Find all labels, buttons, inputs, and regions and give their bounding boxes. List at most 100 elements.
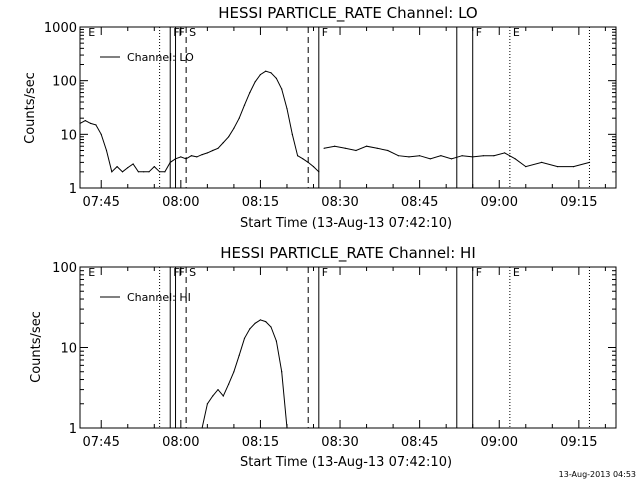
chart-title: HESSI PARTICLE_RATE Channel: HI bbox=[220, 244, 476, 263]
data-point bbox=[259, 74, 261, 76]
data-point bbox=[222, 142, 224, 144]
data-point bbox=[429, 158, 431, 160]
x-tick-label: 07:45 bbox=[82, 195, 119, 210]
event-marker-label: E bbox=[513, 26, 520, 39]
data-point bbox=[334, 145, 336, 147]
panel-lo: HESSI PARTICLE_RATE Channel: LO Counts/s… bbox=[23, 4, 617, 231]
data-point bbox=[265, 70, 267, 72]
data-point bbox=[525, 166, 527, 168]
event-marker-label: F bbox=[476, 266, 482, 279]
data-point bbox=[217, 389, 219, 391]
event-marker-label: S bbox=[189, 26, 196, 39]
data-point bbox=[275, 340, 277, 342]
data-point bbox=[366, 145, 368, 147]
data-point bbox=[397, 155, 399, 157]
footer-timestamp: 13-Aug-2013 04:53 bbox=[559, 470, 636, 479]
x-tick-label: 08:00 bbox=[162, 195, 199, 210]
data-point bbox=[180, 156, 182, 158]
data-point bbox=[169, 161, 171, 163]
y-tick-label: 100 bbox=[52, 75, 77, 90]
data-point bbox=[196, 156, 198, 158]
data-point bbox=[105, 149, 108, 152]
event-marker-label: F bbox=[179, 26, 185, 39]
event-marker-label: E bbox=[88, 266, 95, 279]
data-point bbox=[440, 155, 442, 157]
plot-frame bbox=[79, 26, 617, 189]
event-marker-label: S bbox=[189, 266, 196, 279]
data-point bbox=[238, 354, 240, 356]
data-point bbox=[541, 161, 543, 163]
data-point bbox=[297, 155, 299, 157]
x-tick-label: 09:15 bbox=[560, 435, 597, 450]
data-point bbox=[254, 81, 256, 83]
data-point bbox=[270, 72, 272, 74]
y-tick-label: 100 bbox=[52, 261, 77, 276]
data-point bbox=[79, 122, 81, 124]
data-point bbox=[588, 161, 591, 163]
data-point bbox=[84, 120, 86, 122]
data-point bbox=[233, 127, 235, 129]
y-tick-label: 1000 bbox=[44, 21, 77, 36]
data-point bbox=[265, 321, 267, 323]
data-point bbox=[164, 171, 166, 173]
data-point bbox=[318, 171, 320, 173]
x-tick-label: 08:00 bbox=[162, 435, 199, 450]
event-marker-label: F bbox=[179, 266, 185, 279]
chart-title: HESSI PARTICLE_RATE Channel: LO bbox=[218, 4, 477, 23]
data-point bbox=[132, 163, 134, 165]
data-point bbox=[201, 154, 203, 156]
data-point bbox=[238, 117, 240, 119]
data-point bbox=[174, 158, 177, 160]
x-tick-label: 09:00 bbox=[481, 435, 518, 450]
data-point bbox=[127, 167, 129, 169]
data-point bbox=[95, 124, 97, 126]
y-axis-label: Counts/sec bbox=[23, 72, 38, 144]
data-point bbox=[254, 322, 256, 324]
x-tick-label: 08:30 bbox=[321, 435, 358, 450]
data-point bbox=[482, 155, 484, 157]
x-tick-label: 09:00 bbox=[481, 195, 518, 210]
x-tick-label: 08:45 bbox=[401, 435, 438, 450]
series-line bbox=[324, 145, 590, 168]
data-point bbox=[116, 166, 118, 168]
panel-hi: HESSI PARTICLE_RATE Channel: HI Counts/s… bbox=[29, 244, 617, 470]
data-point bbox=[153, 166, 155, 168]
data-point bbox=[450, 158, 453, 160]
data-point bbox=[212, 149, 214, 152]
data-point bbox=[217, 147, 219, 149]
x-axis-label: Start Time (13-Aug-13 07:42:10) bbox=[240, 455, 452, 470]
y-axis-label: Counts/sec bbox=[29, 311, 44, 383]
data-point bbox=[323, 147, 325, 149]
data-point bbox=[159, 171, 161, 173]
data-point bbox=[100, 133, 102, 135]
data-point bbox=[249, 92, 251, 94]
data-point bbox=[148, 171, 150, 173]
x-tick-label: 08:45 bbox=[401, 195, 438, 210]
legend-entry: Channel: LO bbox=[127, 51, 194, 64]
data-point bbox=[275, 77, 277, 79]
data-point bbox=[572, 166, 575, 168]
data-point bbox=[419, 155, 421, 157]
data-point bbox=[307, 161, 309, 163]
data-point bbox=[228, 383, 230, 385]
y-tick-label: 1 bbox=[69, 422, 77, 437]
data-point bbox=[504, 152, 506, 154]
x-tick-label: 07:45 bbox=[82, 435, 119, 450]
data-point bbox=[312, 166, 315, 168]
data-point bbox=[302, 158, 304, 160]
data-point bbox=[355, 149, 357, 152]
data-point bbox=[190, 155, 192, 157]
y-tick-label: 10 bbox=[60, 342, 77, 357]
event-marker-label: F bbox=[173, 26, 179, 39]
y-tick-label: 1 bbox=[69, 182, 77, 197]
data-point bbox=[270, 326, 272, 328]
data-point bbox=[259, 319, 261, 321]
data-point bbox=[408, 156, 410, 158]
data-point bbox=[493, 155, 495, 157]
data-point bbox=[249, 328, 251, 330]
data-point bbox=[201, 427, 203, 429]
event-marker-label: E bbox=[513, 266, 520, 279]
data-point bbox=[557, 166, 559, 168]
data-point bbox=[344, 147, 346, 149]
